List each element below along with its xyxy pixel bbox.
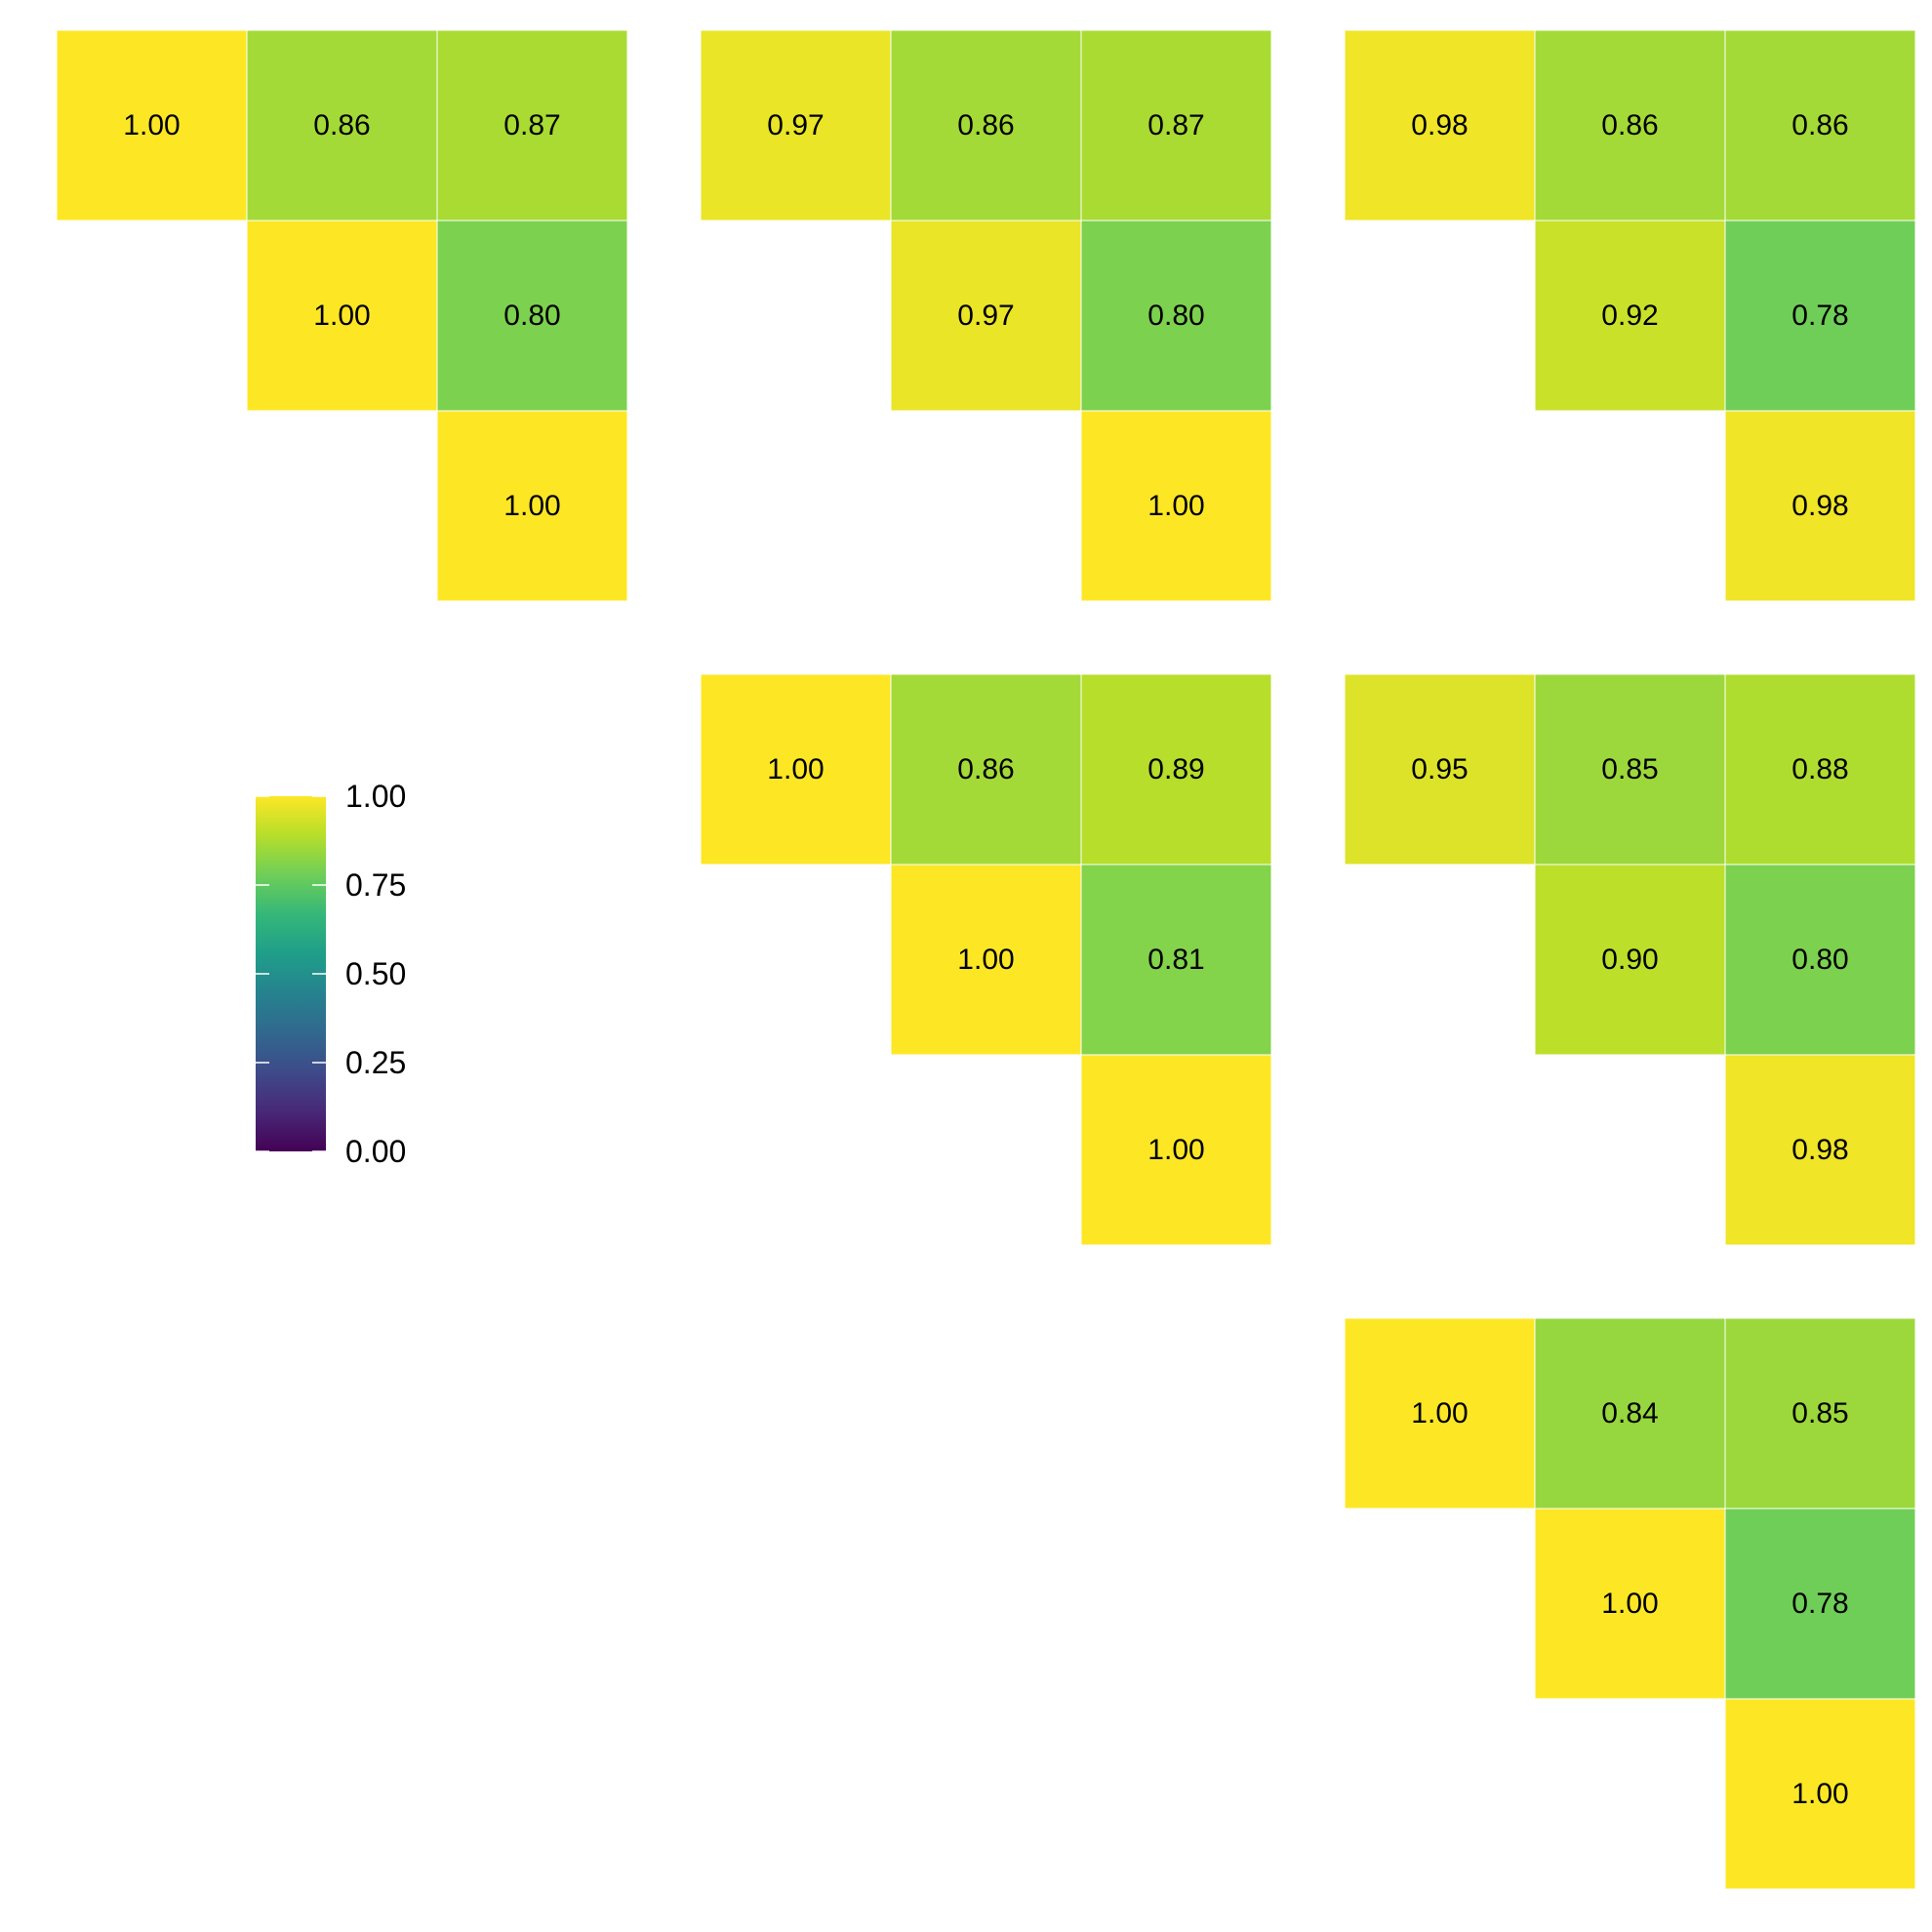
cell-value-label: 0.87: [503, 109, 560, 141]
heatmap-panel: 1.00 0.86 0.87 1.00 0.80 1.00: [56, 29, 628, 602]
heatmap-cell: [1080, 220, 1272, 412]
cell-value-label: 1.00: [1411, 1397, 1468, 1429]
cell-value-label: 0.80: [1147, 300, 1204, 332]
cell-value-label: 0.80: [1791, 944, 1848, 976]
heatmap-panel: 0.95 0.85 0.88 0.90 0.80 0.98: [1344, 673, 1916, 1246]
colorbar-tick-label: 0.50: [345, 956, 406, 991]
heatmap-cell: [1724, 410, 1916, 602]
heatmap-cell: [56, 29, 248, 221]
heatmap-cell: [436, 29, 628, 221]
cell-value-label: 0.97: [767, 109, 824, 141]
heatmap-panel: 1.00 0.86 0.89 1.00 0.81 1.00: [700, 673, 1272, 1246]
heatmap-cell: [1534, 1508, 1726, 1700]
cell-value-label: 0.78: [1791, 300, 1848, 332]
colorbar-tick-label: 0.25: [345, 1045, 406, 1080]
cell-value-label: 0.98: [1791, 1134, 1848, 1166]
heatmap-cell: [1080, 673, 1272, 865]
heatmap-cell: [1724, 29, 1916, 221]
heatmap-cell: [890, 220, 1082, 412]
cell-value-label: 0.81: [1147, 944, 1204, 976]
heatmap-cell: [1724, 673, 1916, 865]
colorbar-tick-label: 0.75: [345, 867, 406, 903]
panels-layer: 1.00 0.86 0.871.00 0.801.000.97 0.86 0.870.97…: [56, 29, 1916, 1890]
cell-value-label: 1.00: [1601, 1588, 1658, 1620]
heatmap-cell: [1344, 29, 1536, 221]
heatmap-cell: [1724, 1698, 1916, 1890]
heatmap-cell: [1344, 673, 1536, 865]
heatmap-panel: 0.97 0.86 0.87 0.97 0.80 1.00: [700, 29, 1272, 602]
cell-value-label: 0.88: [1791, 753, 1848, 785]
cell-value-label: 1.00: [123, 109, 180, 141]
cell-value-label: 0.98: [1791, 490, 1848, 522]
cell-value-label: 0.97: [957, 300, 1014, 332]
cell-value-label: 1.00: [767, 753, 824, 785]
cell-value-label: 0.78: [1791, 1588, 1848, 1620]
cell-value-label: 0.84: [1601, 1397, 1658, 1429]
cell-value-label: 1.00: [1147, 490, 1204, 522]
heatmap-cell: [1080, 864, 1272, 1056]
heatmap-cell: [700, 673, 892, 865]
heatmap-cell: [700, 29, 892, 221]
cell-value-label: 0.86: [313, 109, 370, 141]
cell-value-label: 0.89: [1147, 753, 1204, 785]
heatmap-cell: [890, 29, 1082, 221]
cell-value-label: 0.85: [1791, 1397, 1848, 1429]
heatmap-cell: [1344, 1317, 1536, 1509]
heatmap-cell: [1724, 864, 1916, 1056]
heatmap-cell: [1080, 1054, 1272, 1246]
cell-value-label: 0.86: [957, 109, 1014, 141]
heatmap-cell: [1724, 1317, 1916, 1509]
heatmap-cell: [1534, 29, 1726, 221]
heatmap-panel: 0.98 0.86 0.86 0.92 0.78 0.98: [1344, 29, 1916, 602]
heatmap-panel: 1.00 0.84 0.85 1.00 0.78 1.00: [1344, 1317, 1916, 1890]
heatmap-cell: [1724, 220, 1916, 412]
heatmap-cell: [1534, 864, 1726, 1056]
cell-value-label: 1.00: [1147, 1134, 1204, 1166]
heatmap-cell: [1724, 1054, 1916, 1246]
colorbar-legend: 0.00 0.25 0.50 0.75 1.00: [256, 779, 406, 1169]
colorbar-tick-label: 1.00: [345, 779, 406, 814]
cell-value-label: 1.00: [503, 490, 560, 522]
cell-value-label: 0.86: [957, 753, 1014, 785]
cell-value-label: 0.87: [1147, 109, 1204, 141]
heatmap-cell: [436, 220, 628, 412]
cell-value-label: 1.00: [957, 944, 1014, 976]
heatmap-cell: [1534, 220, 1726, 412]
heatmap-cell: [246, 220, 438, 412]
heatmap-cell: [890, 864, 1082, 1056]
cell-value-label: 0.92: [1601, 300, 1658, 332]
heatmap-cell: [890, 673, 1082, 865]
cell-value-label: 0.86: [1601, 109, 1658, 141]
heatmap-cell: [1724, 1508, 1916, 1700]
heatmap-cell: [1534, 673, 1726, 865]
cell-value-label: 0.98: [1411, 109, 1468, 141]
cell-value-label: 0.86: [1791, 109, 1848, 141]
cell-value-label: 1.00: [1791, 1778, 1848, 1810]
heatmap-cell: [436, 410, 628, 602]
cell-value-label: 1.00: [313, 300, 370, 332]
heatmap-cell: [246, 29, 438, 221]
cell-value-label: 0.85: [1601, 753, 1658, 785]
cell-value-label: 0.80: [503, 300, 560, 332]
cell-value-label: 0.90: [1601, 944, 1658, 976]
cell-value-label: 0.95: [1411, 753, 1468, 785]
colorbar-tick-label: 0.00: [345, 1134, 406, 1169]
heatmap-cell: [1080, 410, 1272, 602]
